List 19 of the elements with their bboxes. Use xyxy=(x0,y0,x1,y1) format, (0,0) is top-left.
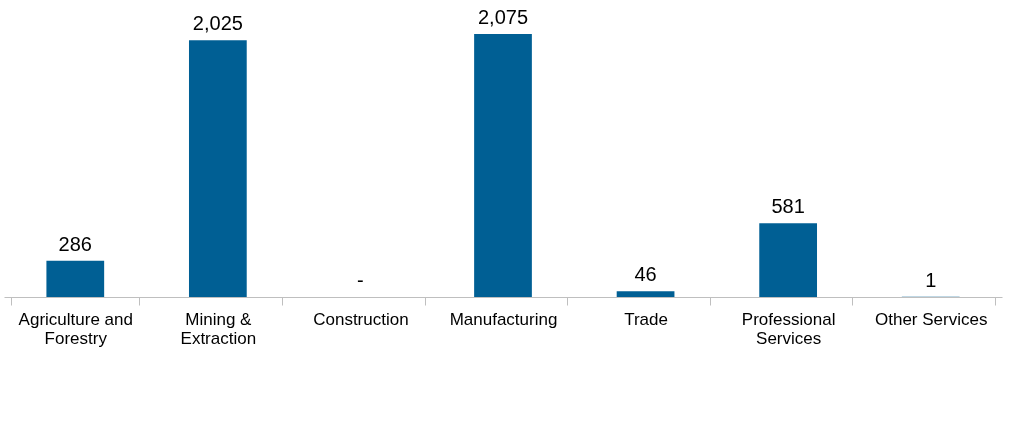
bar xyxy=(46,260,105,297)
x-tick-label: Professional Services xyxy=(741,309,836,348)
bar xyxy=(188,40,247,297)
bar xyxy=(759,223,818,297)
x-tick-label: Manufacturing xyxy=(449,309,558,329)
data-label: 46 xyxy=(634,263,657,286)
x-tick-label: Trade xyxy=(624,309,668,329)
x-tick-label: Other Services xyxy=(875,309,988,329)
x-tick-label: Agriculture and Forestry xyxy=(18,309,133,348)
data-label: 2,075 xyxy=(477,6,529,28)
bar xyxy=(474,34,532,297)
data-label: - xyxy=(357,269,364,291)
x-tick-label: Mining & Extraction xyxy=(180,309,257,348)
x-tick-label: Construction xyxy=(313,309,409,329)
data-label: 286 xyxy=(58,232,92,255)
bar xyxy=(616,291,675,297)
data-label: 2,025 xyxy=(192,12,243,35)
data-label: 1 xyxy=(925,268,937,291)
data-label: 581 xyxy=(771,195,805,218)
